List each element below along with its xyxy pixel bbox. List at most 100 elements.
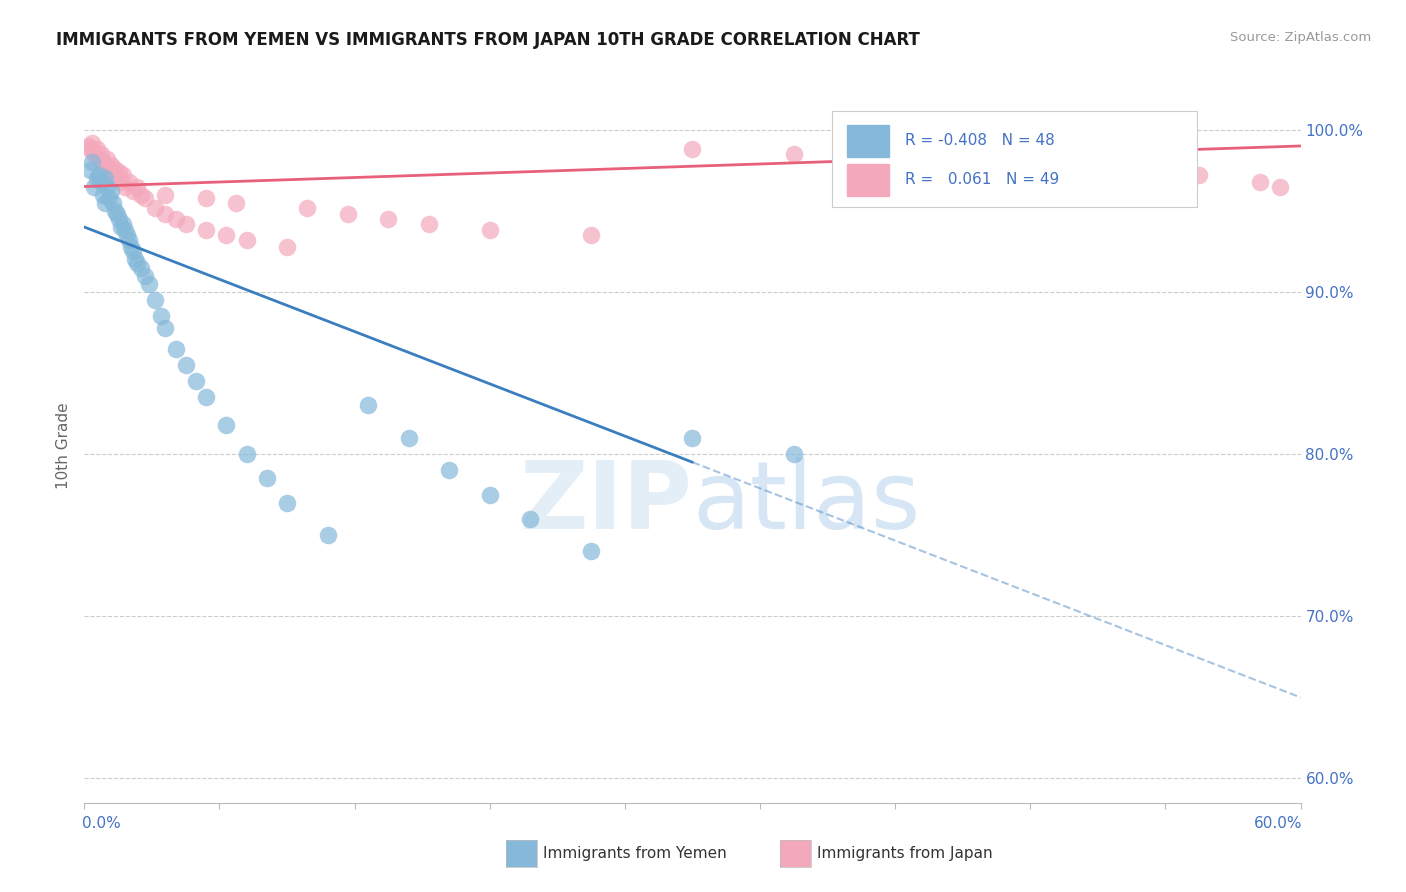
Point xyxy=(143,293,166,307)
Point xyxy=(184,374,207,388)
Point xyxy=(96,179,118,194)
Point xyxy=(418,217,440,231)
Point xyxy=(129,260,152,275)
Point xyxy=(125,256,148,270)
Point xyxy=(165,342,187,356)
Point xyxy=(235,447,257,461)
Point xyxy=(478,488,501,502)
Point xyxy=(90,147,112,161)
Point xyxy=(316,528,339,542)
Point xyxy=(155,207,177,221)
Point xyxy=(682,431,704,445)
Point xyxy=(96,152,118,166)
Point xyxy=(114,223,136,237)
Point xyxy=(124,252,146,267)
Point xyxy=(82,136,104,150)
FancyBboxPatch shape xyxy=(832,111,1197,207)
Point xyxy=(125,179,148,194)
Point xyxy=(134,191,156,205)
Point xyxy=(1249,175,1271,189)
Point xyxy=(783,447,806,461)
Text: Immigrants from Yemen: Immigrants from Yemen xyxy=(543,847,727,861)
Point xyxy=(100,185,122,199)
Point xyxy=(105,171,128,186)
Point xyxy=(122,244,145,259)
Point xyxy=(138,277,160,291)
Point xyxy=(478,223,501,237)
Point xyxy=(87,152,110,166)
Point xyxy=(115,228,138,243)
Point xyxy=(108,165,131,179)
Point xyxy=(93,171,115,186)
Point xyxy=(86,171,108,186)
Point xyxy=(91,187,114,202)
Point xyxy=(235,233,257,247)
Y-axis label: 10th Grade: 10th Grade xyxy=(56,402,72,490)
Point xyxy=(120,239,142,253)
Point xyxy=(215,417,238,432)
Point xyxy=(195,191,218,205)
Point xyxy=(77,139,100,153)
Point xyxy=(225,195,247,210)
Point xyxy=(276,496,298,510)
Point xyxy=(82,155,104,169)
Point xyxy=(195,390,218,404)
Point xyxy=(256,471,278,485)
Point xyxy=(90,175,112,189)
Point xyxy=(79,163,101,178)
Text: atlas: atlas xyxy=(693,457,921,549)
Point xyxy=(110,175,132,189)
Point xyxy=(83,179,105,194)
Point xyxy=(83,147,105,161)
Point xyxy=(86,142,108,156)
Point xyxy=(174,358,197,372)
Point xyxy=(111,217,134,231)
Point xyxy=(93,158,115,172)
Point xyxy=(297,201,319,215)
Point xyxy=(108,211,131,226)
Point xyxy=(97,163,120,178)
Point xyxy=(79,142,101,156)
Text: R =   0.061   N = 49: R = 0.061 N = 49 xyxy=(905,172,1060,187)
Text: 0.0%: 0.0% xyxy=(83,816,121,830)
Point xyxy=(114,179,136,194)
Point xyxy=(377,211,399,226)
Point xyxy=(519,512,541,526)
Point xyxy=(87,168,110,182)
Point xyxy=(276,239,298,253)
Point xyxy=(100,158,122,172)
Point xyxy=(111,168,134,182)
Point xyxy=(439,463,461,477)
Text: Immigrants from Japan: Immigrants from Japan xyxy=(817,847,993,861)
Text: 60.0%: 60.0% xyxy=(1254,816,1302,830)
Point xyxy=(101,195,124,210)
Point xyxy=(884,152,907,166)
Point xyxy=(783,147,806,161)
Point xyxy=(110,220,132,235)
Point xyxy=(118,175,141,189)
Point xyxy=(104,203,127,218)
Bar xyxy=(846,125,890,157)
Point xyxy=(150,310,173,324)
Point xyxy=(134,268,156,283)
Point xyxy=(165,211,187,226)
Point xyxy=(155,320,177,334)
Text: Source: ZipAtlas.com: Source: ZipAtlas.com xyxy=(1230,31,1371,45)
Point xyxy=(97,191,120,205)
Point xyxy=(129,187,152,202)
Point xyxy=(579,544,602,558)
Point xyxy=(1270,179,1292,194)
Point xyxy=(93,195,115,210)
Point xyxy=(215,228,238,243)
Text: ZIP: ZIP xyxy=(520,457,693,549)
Text: IMMIGRANTS FROM YEMEN VS IMMIGRANTS FROM JAPAN 10TH GRADE CORRELATION CHART: IMMIGRANTS FROM YEMEN VS IMMIGRANTS FROM… xyxy=(56,31,920,49)
Point xyxy=(1087,163,1109,178)
Point xyxy=(118,233,141,247)
Point xyxy=(91,155,114,169)
Point xyxy=(357,399,380,413)
Point xyxy=(682,142,704,156)
Point xyxy=(143,201,166,215)
Point xyxy=(986,158,1008,172)
Text: R = -0.408   N = 48: R = -0.408 N = 48 xyxy=(905,133,1054,148)
Point xyxy=(174,217,197,231)
